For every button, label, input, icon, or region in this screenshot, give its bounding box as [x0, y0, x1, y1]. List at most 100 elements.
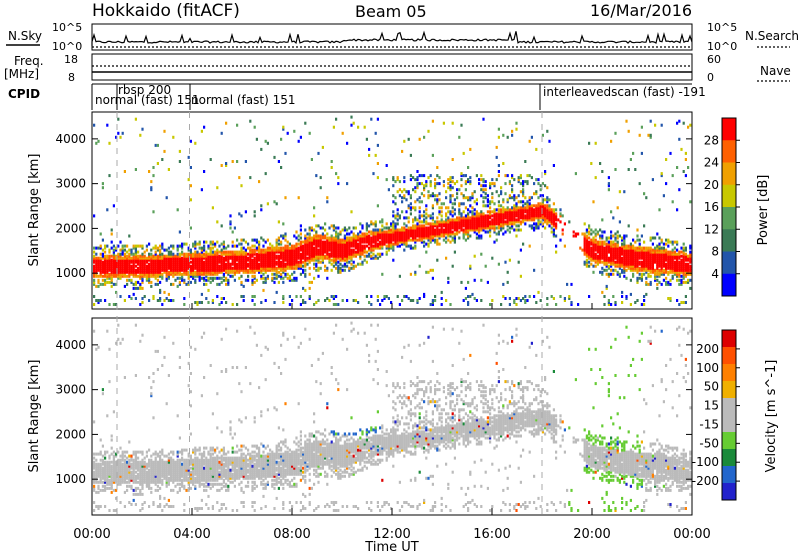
power-cell: [623, 274, 626, 278]
power-cell: [310, 242, 313, 246]
power-cell: [403, 238, 406, 242]
power-cell: [656, 254, 659, 258]
power-cell: [497, 210, 500, 214]
power-cell: [449, 200, 452, 204]
power-cell: [524, 206, 527, 210]
velocity-cell: [93, 464, 96, 468]
power-cell: [104, 270, 107, 274]
power-cell: [447, 182, 450, 186]
power-cell: [348, 242, 351, 246]
power-cell: [623, 254, 626, 258]
power-cell: [621, 236, 624, 240]
power-cell: [269, 248, 272, 252]
power-cell: [491, 222, 494, 226]
power-cell: [392, 176, 395, 180]
power-cell: [156, 143, 159, 147]
power-cell: [396, 242, 399, 246]
power-cell: [425, 234, 428, 238]
power-cell: [638, 260, 641, 264]
power-cell: [211, 270, 214, 274]
power-cell: [491, 182, 494, 186]
power-cell: [610, 250, 613, 254]
power-cell: [667, 264, 670, 268]
power-cell: [139, 262, 142, 266]
power-cell: [651, 262, 654, 266]
velocity-cell: [132, 470, 135, 474]
power-cell: [601, 244, 604, 248]
power-cell: [596, 240, 599, 244]
power-cell: [148, 254, 151, 258]
power-cell: [291, 244, 294, 248]
power-cell: [673, 260, 676, 264]
power-cell: [387, 232, 390, 236]
velocity-cell: [141, 472, 144, 476]
power-cell: [328, 252, 331, 256]
power-cell: [370, 303, 373, 306]
power-cell: [350, 123, 353, 127]
velocity-cell: [121, 450, 124, 454]
power-cell: [623, 266, 626, 270]
power-cell: [306, 256, 309, 260]
power-cell: [249, 248, 252, 252]
power-cell: [585, 236, 588, 240]
power-cell: [634, 250, 637, 254]
power-cell: [416, 234, 419, 238]
power-cell: [207, 260, 210, 264]
power-cell: [293, 266, 296, 270]
noise-trace: [91, 30, 693, 48]
power-cell: [682, 170, 685, 173]
freq-tick-8: 8: [68, 71, 75, 84]
power-cell: [684, 270, 687, 274]
power-cell: [343, 240, 346, 244]
power-cell: [669, 266, 672, 270]
power-cell: [374, 244, 377, 248]
power-cell: [126, 260, 129, 264]
power-cell: [418, 210, 421, 214]
power-cell: [291, 246, 294, 250]
velocity-cell: [137, 468, 140, 472]
power-cell: [607, 248, 610, 252]
power-cell: [475, 214, 478, 218]
power-cell: [196, 268, 199, 272]
power-cell: [610, 258, 613, 262]
power-cell: [229, 274, 232, 278]
power-cell: [128, 262, 131, 266]
velocity-cell: [134, 464, 137, 468]
power-cell: [640, 250, 643, 254]
power-cell: [603, 240, 606, 244]
power-cell: [242, 260, 245, 264]
velocity-cell: [115, 478, 118, 482]
power-cell: [218, 282, 221, 286]
power-cell: [350, 254, 353, 258]
power-cell: [352, 236, 355, 240]
velocity-cell: [128, 484, 131, 488]
power-cell: [284, 246, 287, 250]
power-cell: [656, 244, 659, 248]
power-cell: [339, 252, 342, 256]
power-cell: [535, 204, 538, 208]
power-cell: [258, 264, 261, 268]
power-cell: [550, 295, 553, 298]
power-cell: [588, 224, 591, 228]
power-cell: [218, 258, 221, 262]
power-cell: [317, 151, 320, 155]
power-cell: [471, 196, 474, 200]
power-cell: [346, 240, 349, 244]
power-cell: [277, 242, 280, 246]
power-cell: [238, 252, 241, 256]
power-cell: [533, 295, 536, 298]
power-cell: [500, 204, 503, 208]
velocity-cell: [137, 480, 140, 484]
power-cell: [176, 262, 179, 266]
power-cell: [319, 186, 322, 190]
power-cell: [368, 224, 371, 228]
power-cell: [392, 258, 395, 262]
power-cell: [275, 274, 278, 278]
power-cell: [390, 236, 393, 240]
power-cell: [363, 258, 366, 262]
power-cell: [429, 236, 432, 240]
power-cell: [203, 264, 206, 268]
velocity-cell: [126, 462, 129, 466]
power-cell: [282, 125, 285, 129]
power-cell: [260, 276, 263, 280]
